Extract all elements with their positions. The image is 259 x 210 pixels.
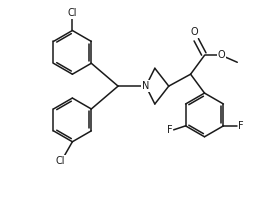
Text: O: O (191, 28, 198, 37)
Text: F: F (167, 125, 172, 135)
Text: N: N (142, 81, 150, 91)
Text: Cl: Cl (68, 8, 77, 18)
Text: F: F (239, 121, 244, 131)
Text: O: O (218, 50, 225, 60)
Text: Cl: Cl (56, 156, 65, 166)
